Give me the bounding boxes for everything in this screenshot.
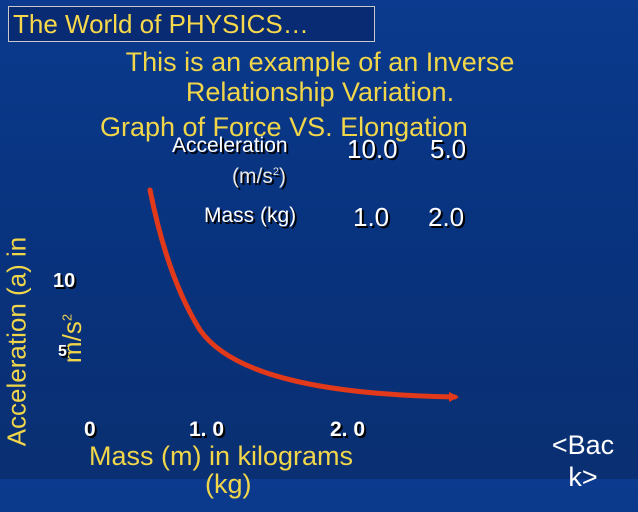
subtitle-line-1: This is an example of an Inverse <box>125 47 515 77</box>
table-acceleration-value-1: 10.0 <box>347 134 398 164</box>
subtitle-line-2: Relationship Variation. <box>185 77 455 107</box>
x-tick-1: 1. 0 <box>189 418 225 441</box>
table-mass-value-1: 1.0 <box>353 202 390 232</box>
table-mass-label: Mass (kg) <box>204 204 297 227</box>
y-tick-10: 10 <box>53 270 76 292</box>
table-acceleration-value-2: 5.0 <box>430 134 467 164</box>
graph-title: Graph of Force VS. Elongation <box>100 112 468 142</box>
slide-title: The World of PHYSICS… <box>13 9 309 39</box>
back-label-line-2: k> <box>568 462 598 492</box>
unit-power: 2 <box>272 166 279 178</box>
unit-text: (m/s <box>232 165 273 188</box>
table-mass-value-2: 2.0 <box>428 202 465 232</box>
x-tick-0: 0 <box>84 418 96 441</box>
back-button[interactable]: <Bac k> <box>549 429 617 493</box>
x-axis-label: Mass (m) in kilograms <box>89 441 354 471</box>
slide-title-box: The World of PHYSICS… <box>8 6 375 42</box>
slide: The World of PHYSICS… This is an example… <box>1 6 560 499</box>
x-tick-2: 2. 0 <box>330 418 366 441</box>
slide-subtitle: This is an example of an Inverse Relatio… <box>80 47 560 107</box>
inverse-curve <box>147 187 459 402</box>
back-label-line-1: <Bac <box>551 430 615 460</box>
table-acceleration-unit: (m/s2) <box>232 165 286 189</box>
table-acceleration-label: Acceleration <box>172 134 288 157</box>
unit-close: ) <box>278 165 286 188</box>
curve-line <box>147 187 459 402</box>
y-tick-5: 5 <box>58 343 67 360</box>
